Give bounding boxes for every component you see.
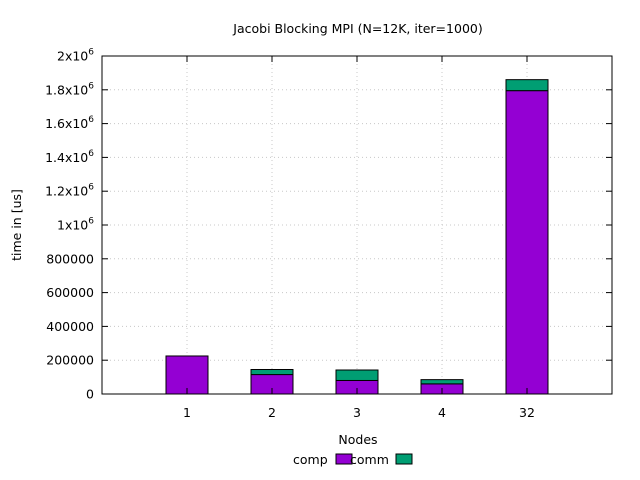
y-tick-label-base: 800000	[46, 251, 94, 266]
y-tick-label-base: 0	[86, 387, 94, 402]
y-tick-label-base: 200000	[46, 353, 94, 368]
bar-comm	[505, 79, 549, 92]
y-tick-label-base: 1.2x10	[45, 184, 88, 199]
y-axis-label: time in [us]	[9, 189, 24, 261]
legend-swatch-comm	[395, 453, 413, 465]
y-tick-label-exponent: 6	[88, 183, 94, 193]
bar-comp	[505, 90, 549, 395]
x-tick-label: 32	[519, 405, 535, 420]
x-axis-label: Nodes	[338, 432, 377, 447]
y-tick-label-exponent: 6	[88, 48, 94, 58]
y-tick-label: 1.8x106	[45, 81, 94, 97]
x-tick-label: 3	[353, 405, 361, 420]
x-tick-label: 1	[183, 405, 191, 420]
y-tick-label-exponent: 6	[88, 115, 94, 125]
y-tick-label: 1.4x106	[45, 149, 94, 165]
legend-label-comm: comm	[350, 452, 389, 467]
y-tick-label-base: 1.4x10	[45, 150, 88, 165]
bars	[165, 79, 549, 395]
y-tick-label-base: 1x10	[57, 218, 88, 233]
y-tick-label-exponent: 6	[88, 217, 94, 227]
y-tick-label-exponent: 6	[88, 81, 94, 91]
y-tick-label: 400000	[46, 319, 94, 334]
y-tick-label-base: 400000	[46, 319, 94, 334]
y-tick-label: 2x106	[57, 48, 94, 64]
y-tick-label-exponent: 6	[88, 149, 94, 159]
y-tick-label-base: 2x10	[57, 49, 88, 64]
y-tick-label-base: 600000	[46, 285, 94, 300]
bar-comm	[420, 379, 464, 385]
bar-comm	[250, 368, 294, 376]
y-tick-label-base: 1.6x10	[45, 116, 88, 131]
y-axis: 02000004000006000008000001x1061.2x1061.4…	[45, 48, 612, 402]
chart-title: Jacobi Blocking MPI (N=12K, iter=1000)	[232, 21, 482, 36]
legend-swatch-comp	[335, 453, 353, 465]
y-tick-label: 0	[86, 387, 94, 402]
y-tick-label: 1.2x106	[45, 183, 94, 199]
y-tick-label: 1.6x106	[45, 115, 94, 131]
y-tick-label: 600000	[46, 285, 94, 300]
x-axis: 1 2 3 4 32	[183, 56, 535, 420]
x-tick-label: 2	[268, 405, 276, 420]
x-tick-label: 4	[438, 405, 446, 420]
bar-comm	[335, 369, 379, 381]
legend-label-comp: comp	[293, 452, 328, 467]
y-tick-label: 800000	[46, 251, 94, 266]
y-tick-label: 1x106	[57, 217, 94, 233]
legend: comp comm	[293, 452, 413, 467]
y-tick-label-base: 1.8x10	[45, 82, 88, 97]
y-tick-label: 200000	[46, 353, 94, 368]
